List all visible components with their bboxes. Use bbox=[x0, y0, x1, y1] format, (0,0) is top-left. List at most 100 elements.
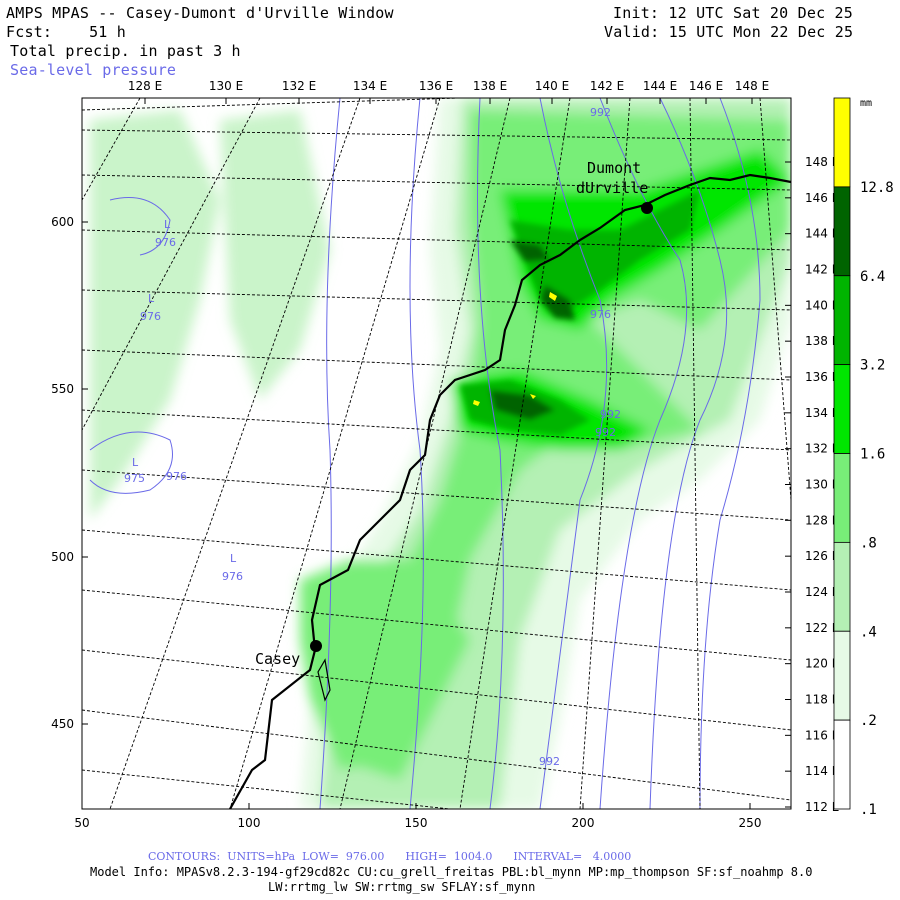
grid-line bbox=[82, 469, 791, 521]
top-axis-label: 136 E bbox=[419, 79, 453, 93]
grid-line bbox=[759, 98, 791, 501]
colorbar-unit: mm bbox=[860, 98, 872, 109]
right-axis-label: 144 E bbox=[805, 227, 839, 241]
grid-line bbox=[82, 409, 791, 451]
right-axis-label: 130 E bbox=[805, 478, 839, 492]
grid-line bbox=[579, 98, 631, 809]
precip-core-north bbox=[510, 190, 700, 310]
colorbar-level-label: .4 bbox=[860, 624, 877, 640]
grid-line bbox=[82, 174, 791, 191]
right-axis-label: 114 E bbox=[805, 764, 839, 778]
casey-station-marker bbox=[310, 640, 322, 652]
colorbar-swatch bbox=[833, 541, 851, 632]
grid-line bbox=[109, 98, 361, 809]
model-info-physics: LW:rrtmg_lw SW:rrtmg_sw SFLAY:sf_mynn bbox=[268, 880, 536, 894]
right-axis-label: 138 E bbox=[805, 334, 839, 348]
top-axis-label: 132 E bbox=[282, 79, 316, 93]
isobar bbox=[409, 98, 424, 809]
top-axis-label: 142 E bbox=[590, 79, 624, 93]
grid-line bbox=[82, 229, 791, 251]
pressure-label: 976 bbox=[590, 308, 611, 321]
right-axis-label: 128 E bbox=[805, 513, 839, 527]
place-labels: Dumont dUrville Casey bbox=[255, 159, 648, 668]
right-axis-label: 132 E bbox=[805, 442, 839, 456]
colorbar-level-label: 3.2 bbox=[860, 358, 885, 374]
grid-line bbox=[229, 98, 441, 809]
precip-area-casey bbox=[300, 560, 470, 770]
left-axis: 600 550 500 450 bbox=[51, 215, 88, 731]
isobar bbox=[319, 98, 341, 809]
map-title: AMPS MPAS -- Casey-Dumont d'Urville Wind… bbox=[6, 4, 394, 22]
top-axis-label: 146 E bbox=[689, 79, 723, 93]
right-axis-label: 142 E bbox=[805, 263, 839, 277]
grid-line bbox=[82, 529, 791, 591]
left-axis-label: 500 bbox=[51, 550, 74, 564]
pressure-contours bbox=[89, 98, 761, 809]
grid-line bbox=[82, 129, 791, 141]
top-axis-label: 134 E bbox=[353, 79, 387, 93]
pressure-label: 976 bbox=[166, 470, 187, 483]
grid-line bbox=[82, 289, 791, 311]
bottom-axis-label: 150 bbox=[405, 816, 428, 830]
bottom-axis-label: 200 bbox=[572, 816, 595, 830]
model-info: Model Info: MPASv8.2.3-194-gf29cd82c CU:… bbox=[90, 865, 813, 879]
precip-peak-north2 bbox=[510, 240, 550, 262]
pressure-label: 976 bbox=[140, 310, 161, 323]
isobar bbox=[539, 98, 608, 809]
isobar bbox=[699, 98, 761, 809]
colorbar-level-label: 6.4 bbox=[860, 269, 885, 285]
precip-peak-north bbox=[540, 285, 575, 320]
colorbar-level-label: .8 bbox=[860, 535, 877, 551]
top-axis-label: 148 E bbox=[735, 79, 769, 93]
grid-line bbox=[82, 98, 261, 431]
overlay-name: Sea-level pressure bbox=[10, 61, 177, 79]
right-axis-label: 122 E bbox=[805, 621, 839, 635]
grid-line bbox=[689, 98, 701, 809]
isobar bbox=[599, 98, 688, 809]
left-axis-label: 600 bbox=[51, 215, 74, 229]
dumont-label-line1: Dumont bbox=[587, 159, 641, 177]
precip-max-south-b bbox=[530, 394, 536, 399]
precip-max-north bbox=[549, 292, 557, 301]
map-plot-area bbox=[82, 98, 791, 809]
grid-line bbox=[82, 709, 791, 801]
bottom-axis-label: 50 bbox=[74, 816, 89, 830]
bottom-axis: 50 100 150 200 250 bbox=[74, 803, 761, 830]
grid-line bbox=[82, 649, 791, 731]
grid-line bbox=[82, 98, 461, 111]
pressure-label: 992 bbox=[539, 755, 560, 768]
contour-info: CONTOURS: UNITS=hPa LOW= 976.00 HIGH= 10… bbox=[148, 850, 632, 863]
low-isobar bbox=[109, 197, 171, 256]
top-axis-label: 128 E bbox=[128, 79, 162, 93]
grid-line bbox=[82, 98, 141, 201]
valid-time: Valid: 15 UTC Mon 22 Dec 25 bbox=[604, 23, 854, 41]
colorbar-swatch bbox=[833, 630, 851, 721]
precip-max-south-a bbox=[473, 400, 480, 406]
right-axis-label: 126 E bbox=[805, 549, 839, 563]
init-time: Init: 12 UTC Sat 20 Dec 25 bbox=[613, 4, 853, 22]
pressure-label: L bbox=[132, 456, 139, 469]
right-axis-label: 146 E bbox=[805, 191, 839, 205]
pressure-label: 992 bbox=[600, 408, 621, 421]
pressure-label: 992 bbox=[595, 426, 616, 439]
grid-line bbox=[82, 349, 791, 381]
pressure-label: 975 bbox=[124, 472, 145, 485]
right-axis-label: 140 E bbox=[805, 298, 839, 312]
dumont-label-line2: dUrville bbox=[576, 179, 648, 197]
pressure-labels: 992 976 L 976 L 976 L 975 976 L 976 992 992 992 bbox=[124, 106, 621, 768]
pressure-label: 976 bbox=[155, 236, 176, 249]
right-axis-label: 148 E bbox=[805, 155, 839, 169]
colorbar-swatch bbox=[833, 186, 851, 277]
isobar bbox=[477, 98, 504, 809]
right-axis-label: 118 E bbox=[805, 693, 839, 707]
right-axis-label: 120 E bbox=[805, 657, 839, 671]
casey-label: Casey bbox=[255, 650, 300, 668]
bottom-axis-label: 250 bbox=[739, 816, 762, 830]
coastline-islet bbox=[317, 658, 331, 702]
pressure-label: 992 bbox=[590, 106, 611, 119]
left-axis-label: 450 bbox=[51, 717, 74, 731]
right-axis-label: 124 E bbox=[805, 585, 839, 599]
pressure-label: L bbox=[164, 218, 171, 231]
colorbar-level-label: .1 bbox=[860, 802, 877, 818]
